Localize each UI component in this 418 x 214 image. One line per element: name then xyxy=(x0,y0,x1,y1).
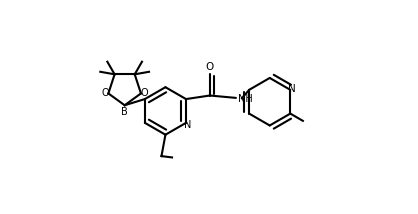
Text: O: O xyxy=(102,88,109,98)
Text: N: N xyxy=(184,120,191,130)
Text: O: O xyxy=(206,62,214,72)
Text: O: O xyxy=(140,88,148,98)
Text: B: B xyxy=(121,107,128,117)
Text: N: N xyxy=(288,84,296,94)
Text: NH: NH xyxy=(238,94,253,104)
